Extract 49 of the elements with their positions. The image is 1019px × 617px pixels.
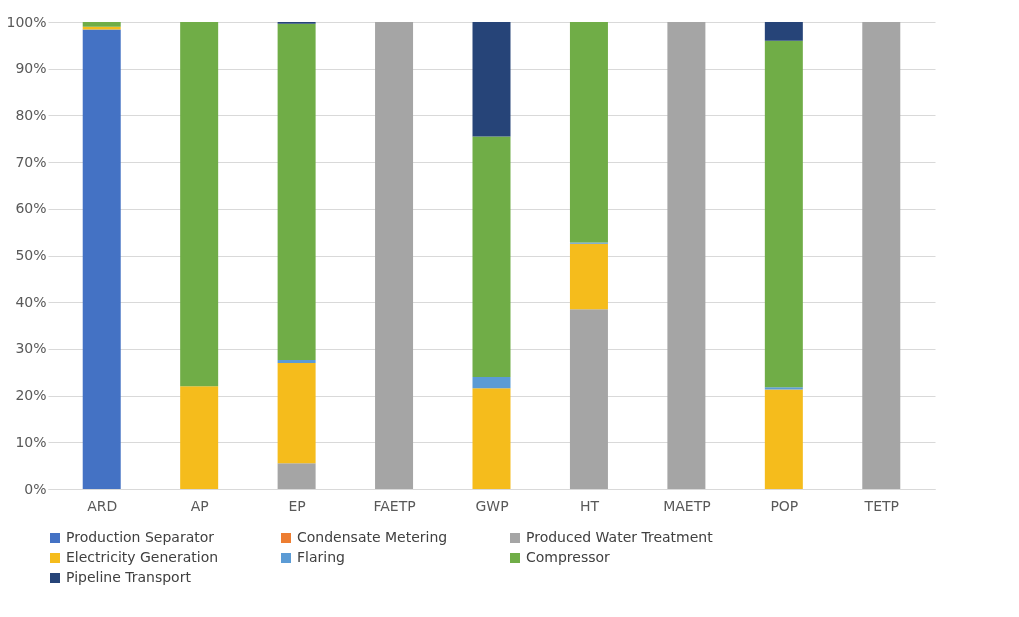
y-tick-label: 70% xyxy=(15,153,47,170)
y-tick-label: 0% xyxy=(24,480,47,497)
y-tick-label: 50% xyxy=(15,247,47,263)
bar xyxy=(472,376,511,389)
y-tick-label: 10% xyxy=(15,433,47,450)
bar xyxy=(82,29,121,489)
legend-label: Electricity Generation xyxy=(66,549,219,565)
legend-label: Flaring xyxy=(297,549,345,565)
bar xyxy=(277,23,316,361)
bar xyxy=(569,243,608,310)
bar xyxy=(277,463,316,489)
bar xyxy=(472,136,511,377)
x-tick-label: EP xyxy=(288,497,306,514)
x-tick-label: POP xyxy=(770,497,799,514)
x-tick-label: AP xyxy=(190,497,209,514)
y-tick-label: 80% xyxy=(15,106,47,123)
y-tick-label: 40% xyxy=(15,293,47,310)
legend-label: Condensate Metering xyxy=(297,529,448,545)
legend-label: Production Separator xyxy=(66,529,215,545)
legend-label: Compressor xyxy=(526,549,611,565)
y-tick-label: 20% xyxy=(15,387,47,404)
bar xyxy=(569,309,608,489)
y-tick-label: 60% xyxy=(15,200,47,217)
x-tick-label: GWP xyxy=(475,497,509,514)
bar xyxy=(277,360,316,363)
bar xyxy=(82,22,121,27)
x-tick-label: ARD xyxy=(87,497,118,514)
bar xyxy=(862,22,901,489)
bar xyxy=(764,389,803,489)
y-tick-label: 90% xyxy=(15,60,47,77)
bar xyxy=(472,22,511,137)
bar xyxy=(277,362,316,464)
bar xyxy=(472,388,511,489)
bar xyxy=(569,22,608,243)
y-tick-label: 30% xyxy=(15,340,47,357)
x-tick-label: MAETP xyxy=(663,497,711,514)
bar xyxy=(375,22,414,489)
x-tick-label: TETP xyxy=(863,497,899,514)
bar xyxy=(764,22,803,41)
bar xyxy=(667,22,706,489)
bar xyxy=(764,40,803,388)
bar xyxy=(180,22,219,387)
legend-label: Pipeline Transport xyxy=(66,569,192,585)
bar xyxy=(180,386,219,489)
bar xyxy=(764,387,803,390)
x-tick-label: FAETP xyxy=(373,497,416,514)
y-tick-label: 100% xyxy=(6,13,47,30)
legend-label: Produced Water Treatment xyxy=(526,529,714,545)
x-tick-label: HT xyxy=(579,497,600,514)
